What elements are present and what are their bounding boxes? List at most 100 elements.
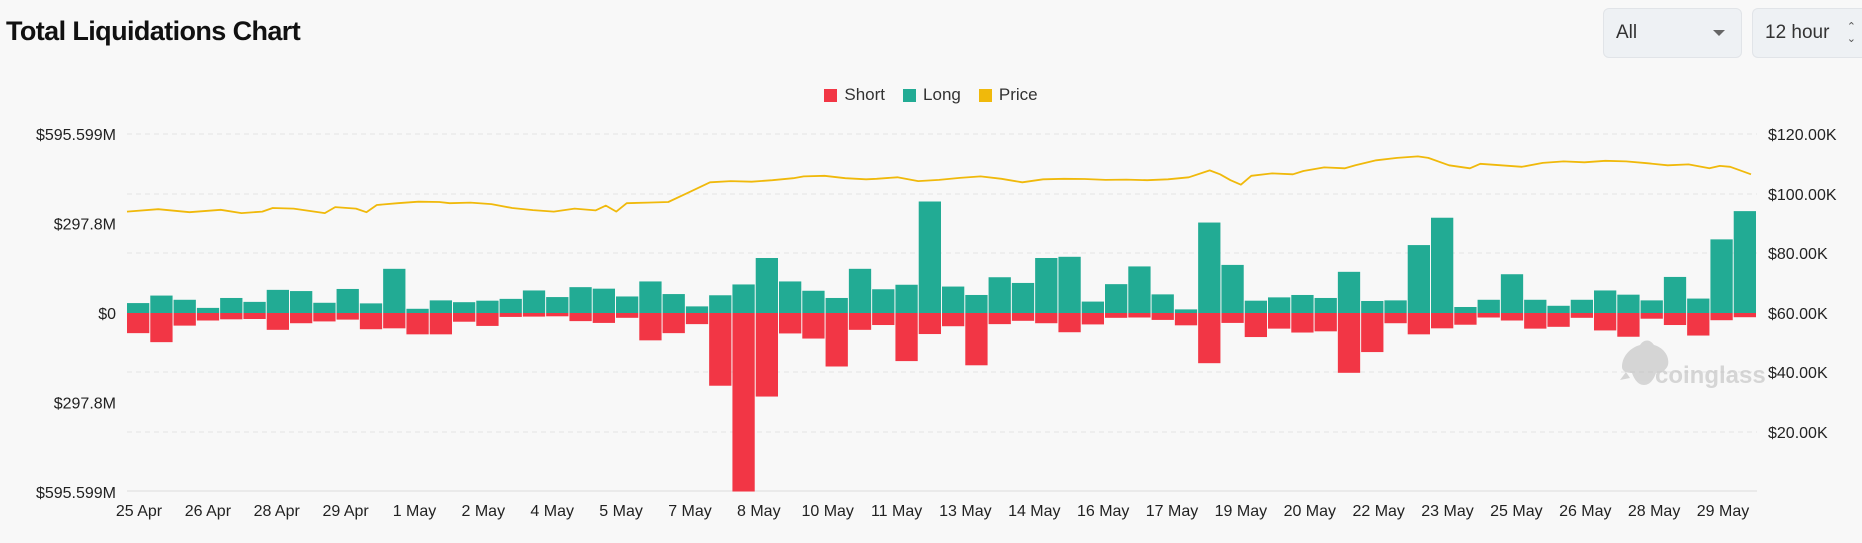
x-axis-tick-label: 20 May: [1284, 503, 1336, 520]
long-bar: [616, 296, 639, 313]
x-axis-tick-label: 29 May: [1697, 503, 1749, 520]
legend-item-short[interactable]: Short: [824, 85, 885, 105]
short-bar: [918, 313, 941, 335]
short-bar: [429, 313, 452, 335]
legend-swatch-long: [903, 88, 917, 102]
short-bar: [1570, 313, 1593, 318]
long-bar: [1733, 211, 1756, 313]
x-axis-tick-label: 23 May: [1421, 503, 1473, 520]
long-bar: [1547, 305, 1570, 313]
left-axis-tick-label: $595.599M: [36, 485, 116, 502]
range-select[interactable]: All: [1603, 8, 1742, 58]
long-bar: [1617, 294, 1640, 313]
legend-item-price[interactable]: Price: [978, 85, 1038, 105]
legend-label-price: Price: [998, 85, 1038, 104]
long-bar: [127, 303, 150, 313]
short-bar: [1617, 313, 1640, 337]
long-bar: [1291, 294, 1314, 313]
long-bar: [1221, 264, 1244, 313]
long-bar: [895, 284, 918, 313]
short-bar: [802, 313, 825, 339]
price-series: [126, 155, 1752, 214]
legend-swatch-price: [978, 88, 992, 102]
long-bar: [1268, 297, 1291, 313]
short-bar: [1640, 313, 1663, 319]
short-bar: [662, 313, 685, 334]
long-bar: [1477, 299, 1500, 313]
short-bar: [453, 313, 476, 322]
x-axis-tick-label: 11 May: [871, 503, 922, 520]
long-bar: [476, 300, 499, 313]
short-bar: [616, 313, 639, 318]
long-bar: [220, 297, 243, 313]
long-bar: [1151, 294, 1174, 313]
short-bar: [1174, 313, 1198, 326]
interval-select[interactable]: 12 hour ⌃ ⌄: [1752, 8, 1862, 58]
long-bar: [1011, 282, 1035, 313]
short-bar: [895, 313, 918, 362]
long-bar: [779, 281, 802, 313]
long-bar: [685, 306, 709, 313]
long-bar: [825, 297, 848, 313]
long-bar: [1105, 284, 1128, 313]
short-bar: [1058, 313, 1081, 333]
x-axis-tick-label: 16 May: [1077, 503, 1129, 520]
interval-select-value: 12 hour: [1765, 22, 1830, 43]
short-bar: [1547, 313, 1570, 327]
long-bar: [336, 288, 359, 313]
short-bar: [499, 313, 522, 317]
long-bar: [1431, 217, 1454, 313]
short-bar: [639, 313, 662, 341]
short-bar: [196, 313, 220, 321]
long-bar: [1361, 300, 1384, 313]
legend-item-long[interactable]: Long: [903, 85, 961, 105]
long-bar: [755, 258, 778, 313]
short-bar: [1477, 313, 1500, 318]
short-bar: [872, 313, 895, 326]
chevron-down-icon: [1713, 30, 1725, 36]
x-axis-tick-label: 22 May: [1352, 503, 1404, 520]
short-bar: [476, 313, 499, 326]
right-axis-tick-label: $60.00K: [1768, 306, 1828, 323]
x-axis-tick-label: 1 May: [393, 503, 437, 520]
right-axis-tick-label: $100.00K: [1768, 187, 1837, 204]
long-bar: [1570, 299, 1593, 313]
long-bar: [988, 277, 1011, 313]
short-bar: [1733, 313, 1756, 318]
short-bar: [1035, 313, 1058, 324]
long-bar: [942, 286, 965, 313]
left-axis-tick-label: $595.599M: [36, 127, 116, 144]
left-axis-tick-label: $0: [98, 306, 116, 323]
short-bar: [243, 313, 266, 320]
x-axis-tick-label: 8 May: [737, 503, 781, 520]
long-bar: [150, 295, 173, 313]
short-bar: [1500, 313, 1524, 321]
short-bar: [825, 313, 848, 367]
long-bar: [1407, 245, 1430, 313]
short-bar: [592, 313, 615, 323]
legend-label-long: Long: [923, 85, 961, 104]
long-bar: [569, 287, 592, 313]
right-axis-tick-label: $40.00K: [1768, 365, 1828, 382]
long-bar: [546, 297, 569, 313]
x-axis-tick-label: 17 May: [1146, 503, 1198, 520]
long-bar: [1500, 274, 1524, 313]
x-axis-tick-label: 26 Apr: [185, 503, 232, 520]
short-bar: [150, 313, 173, 343]
short-bar: [1454, 313, 1477, 325]
short-bar: [1198, 313, 1221, 364]
x-axis-tick-label: 2 May: [462, 503, 506, 520]
long-bar: [383, 268, 406, 313]
long-bar: [453, 302, 476, 313]
short-bar: [336, 313, 359, 320]
long-bar: [522, 290, 546, 313]
short-bar: [313, 313, 336, 322]
chart-legend: Short Long Price: [0, 85, 1862, 105]
long-bar: [1384, 300, 1407, 313]
long-bar: [266, 289, 289, 313]
long-bar: [709, 295, 732, 313]
short-bar: [1361, 313, 1384, 353]
short-bar: [965, 313, 988, 366]
x-axis-tick-label: 4 May: [530, 503, 574, 520]
